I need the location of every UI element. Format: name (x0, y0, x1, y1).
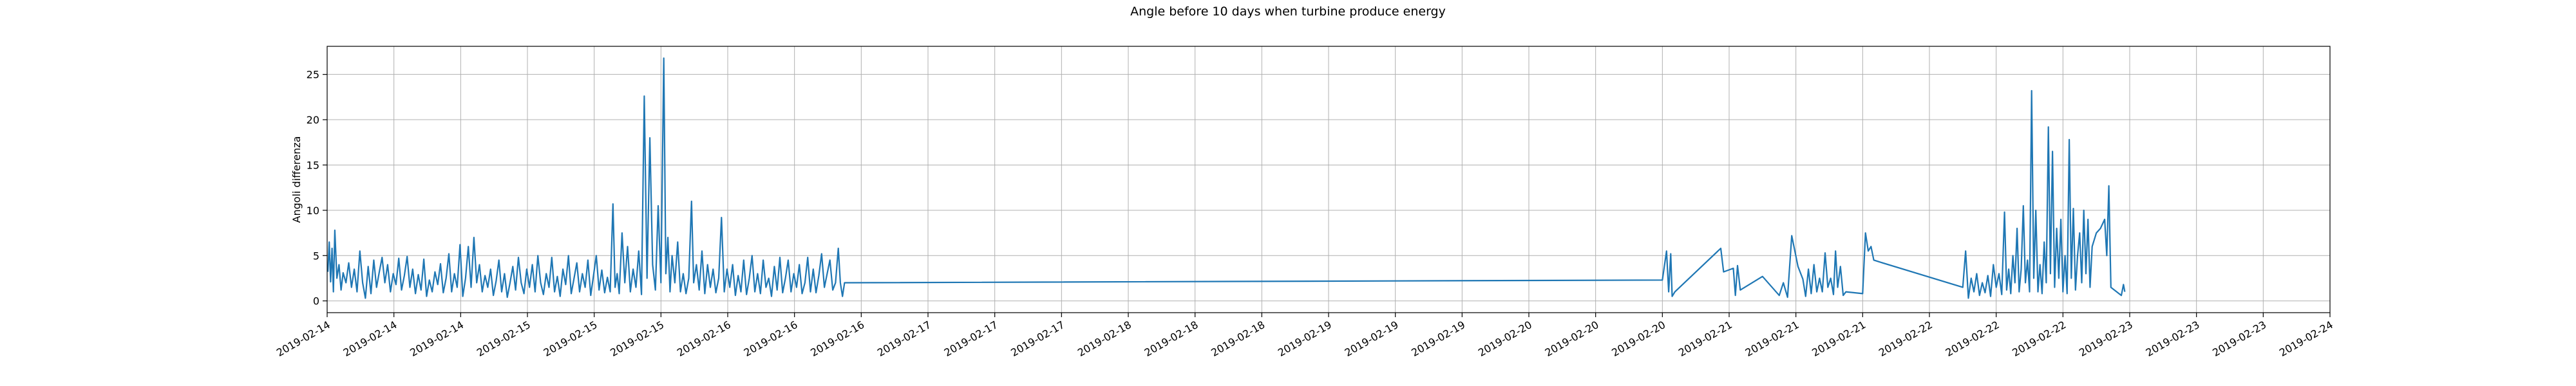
y-tick-label: 5 (313, 250, 319, 262)
y-tick-label: 25 (307, 69, 319, 81)
y-tick-label: 10 (307, 205, 319, 217)
chart-title: Angle before 10 days when turbine produc… (1130, 5, 1446, 19)
y-tick-label: 20 (307, 114, 319, 126)
series-line-0 (327, 57, 2126, 299)
series-layer (327, 57, 2126, 299)
y-axis-label: Angoli differenza (290, 136, 303, 223)
y-tick-label: 15 (307, 159, 319, 171)
y-tick-label: 0 (313, 295, 319, 308)
